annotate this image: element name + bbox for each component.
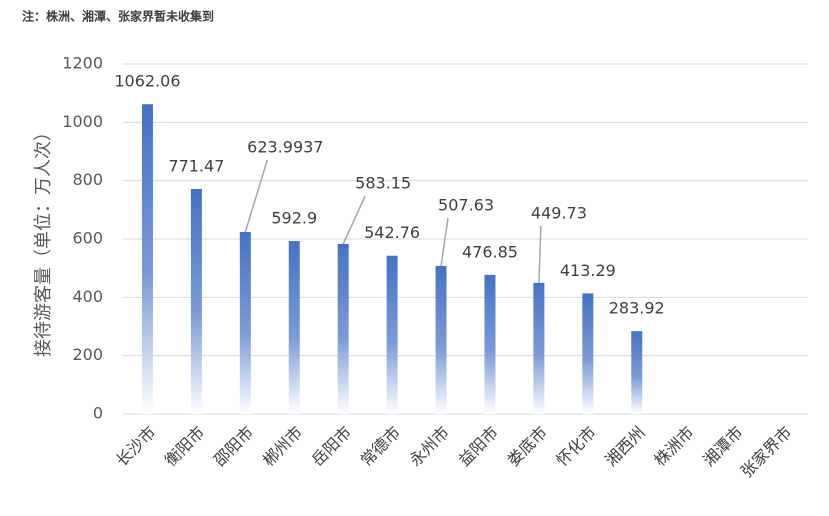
x-tick-label: 永州市	[406, 423, 453, 470]
x-tick-label: 怀化市	[552, 423, 599, 470]
y-tick-label: 400	[72, 287, 103, 306]
value-label: 476.85	[462, 242, 518, 261]
x-tick-label: 益阳市	[455, 423, 502, 470]
value-label: 592.9	[271, 209, 317, 228]
bar	[484, 274, 496, 414]
value-label: 771.47	[168, 156, 224, 175]
value-label: 542.76	[364, 223, 420, 242]
x-tick-label: 衡阳市	[161, 423, 208, 470]
leader-line	[440, 217, 449, 267]
x-tick-label: 张家界市	[737, 423, 796, 482]
x-tick-label: 湘潭市	[699, 423, 746, 470]
leader-line	[244, 159, 269, 233]
y-tick-label: 600	[72, 229, 103, 248]
bar	[288, 241, 300, 414]
value-label: 507.63	[438, 196, 494, 215]
y-tick-label: 200	[72, 345, 103, 364]
value-label: 449.73	[531, 204, 587, 223]
x-tick-label: 娄底市	[504, 423, 551, 470]
leader-line	[342, 195, 366, 245]
value-label: 623.9937	[247, 138, 323, 157]
bar	[239, 232, 251, 414]
x-tick-label: 郴州市	[259, 423, 306, 470]
note: 注：株洲、湘潭、张家界暂未收集到	[22, 9, 214, 24]
bar	[141, 104, 153, 415]
y-tick-label: 1000	[62, 112, 103, 131]
y-axis-title: 接待游客量（单位：万人次）	[33, 123, 54, 357]
bar	[386, 255, 398, 414]
value-label: 283.92	[609, 299, 665, 318]
bar	[435, 265, 447, 414]
x-tick-label: 岳阳市	[308, 423, 355, 470]
value-label: 413.29	[560, 261, 616, 280]
x-tick-label: 长沙市	[112, 423, 159, 470]
y-tick-label: 0	[93, 404, 103, 423]
bar	[533, 282, 545, 414]
bar	[190, 188, 202, 414]
bar	[337, 243, 349, 414]
x-tick-label: 湘西州	[601, 423, 648, 470]
y-tick-label: 1200	[62, 54, 103, 73]
bar	[582, 293, 594, 414]
y-tick-label: 800	[72, 170, 103, 189]
value-label: 1062.06	[114, 72, 180, 91]
x-tick-label: 常德市	[357, 423, 404, 470]
x-tick-label: 邵阳市	[210, 423, 257, 470]
bar	[631, 331, 643, 414]
x-tick-label: 株洲市	[650, 423, 697, 470]
leader-line	[538, 225, 542, 283]
value-label: 583.15	[355, 174, 411, 193]
